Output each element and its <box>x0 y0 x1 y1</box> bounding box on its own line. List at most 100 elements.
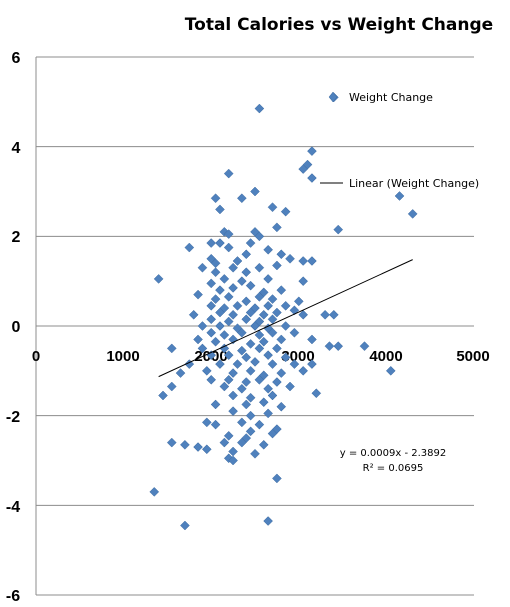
data-point <box>245 280 256 291</box>
data-point <box>267 202 278 213</box>
data-point <box>153 274 164 284</box>
legend-label-weight-change: Weight Change <box>349 91 433 104</box>
data-point <box>206 314 217 325</box>
data-point <box>158 390 168 401</box>
data-point <box>272 260 282 271</box>
data-point <box>263 350 273 360</box>
legend-label-linear: Linear (Weight Change) <box>349 177 479 190</box>
trendline-equation: y = 0.0009x - 2.3892 <box>340 448 447 459</box>
data-point <box>215 307 225 318</box>
data-point <box>210 399 221 410</box>
data-point <box>245 410 256 421</box>
data-point <box>219 274 230 284</box>
data-point <box>215 359 225 369</box>
data-point <box>258 309 269 320</box>
y-tick-label: -4 <box>6 499 20 516</box>
trendline <box>158 259 413 378</box>
data-point <box>263 516 273 526</box>
data-point <box>210 336 221 347</box>
data-point <box>254 343 265 354</box>
data-point <box>232 359 243 369</box>
data-point <box>280 321 291 331</box>
data-point <box>223 292 234 302</box>
data-point <box>394 191 405 201</box>
data-point <box>210 294 221 304</box>
data-point <box>276 401 287 412</box>
data-point <box>272 343 282 354</box>
data-point <box>223 374 234 385</box>
data-point <box>272 222 282 233</box>
x-tick-label: 1000 <box>106 348 139 365</box>
data-point <box>223 350 234 360</box>
data-point <box>289 327 300 338</box>
legend-diamond-icon <box>328 91 338 103</box>
data-point <box>241 352 252 363</box>
data-point <box>307 359 317 369</box>
data-point <box>228 283 238 293</box>
data-point <box>215 285 225 295</box>
data-point <box>228 368 238 378</box>
data-point <box>166 437 177 448</box>
data-point <box>215 204 225 215</box>
data-point <box>201 444 212 455</box>
data-point <box>267 327 278 338</box>
y-tick-label: -6 <box>6 588 20 605</box>
data-point <box>245 238 256 248</box>
data-point <box>289 359 300 369</box>
data-point <box>324 341 335 352</box>
data-point <box>254 419 265 430</box>
data-point <box>184 359 195 369</box>
data-point <box>241 399 252 410</box>
data-point <box>328 309 339 320</box>
data-point <box>267 359 278 369</box>
data-point <box>245 339 256 349</box>
data-point <box>241 377 252 387</box>
data-point <box>228 390 238 401</box>
data-point <box>201 417 212 428</box>
data-point <box>307 146 317 157</box>
data-point <box>232 256 243 266</box>
data-point <box>289 305 300 316</box>
data-point <box>166 343 177 354</box>
data-point <box>298 365 309 376</box>
data-point <box>237 345 247 356</box>
data-point <box>219 437 230 448</box>
trendline-r-squared: R² = 0.0695 <box>363 463 424 474</box>
data-point <box>298 164 309 174</box>
data-point <box>228 262 238 273</box>
data-point <box>311 388 322 399</box>
data-point <box>298 256 309 266</box>
data-point <box>250 448 260 459</box>
data-point <box>210 419 221 430</box>
data-point <box>407 209 418 219</box>
data-point <box>237 437 247 448</box>
data-point <box>276 368 287 378</box>
data-point <box>237 276 247 287</box>
data-point <box>210 267 221 278</box>
data-point <box>263 244 273 255</box>
data-point <box>307 334 317 345</box>
data-point <box>276 285 287 295</box>
data-point <box>232 300 243 311</box>
data-point <box>223 430 234 441</box>
data-point <box>359 341 370 352</box>
data-point <box>320 309 330 320</box>
data-point <box>258 439 269 450</box>
data-point <box>215 238 225 248</box>
data-point <box>254 292 265 302</box>
data-point <box>285 381 295 392</box>
x-tick-label: 0 <box>32 348 40 365</box>
data-point <box>307 173 317 183</box>
data-point <box>241 314 252 325</box>
data-point <box>241 296 252 307</box>
data-point <box>180 520 190 531</box>
data-point <box>267 428 278 439</box>
y-tick-label: 2 <box>12 229 21 246</box>
data-point <box>237 327 247 338</box>
data-point <box>254 330 265 340</box>
data-point <box>237 417 247 428</box>
data-point <box>298 276 309 287</box>
chart-title: Total Calories vs Weight Change <box>185 15 493 35</box>
data-point <box>223 229 234 239</box>
